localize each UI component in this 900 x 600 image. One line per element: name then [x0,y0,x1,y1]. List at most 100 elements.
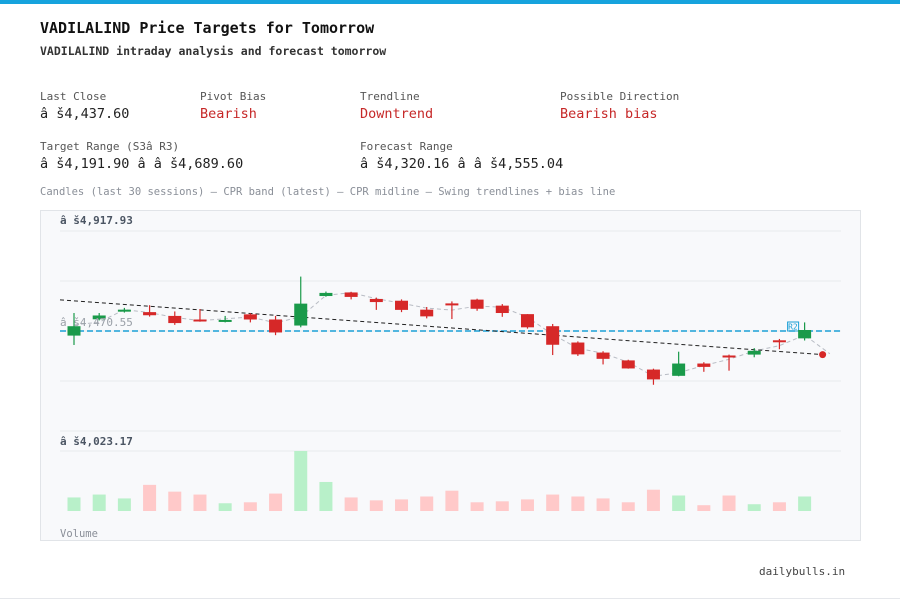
candle [369,297,383,310]
volume-bar [420,496,434,511]
volume-bar [747,504,761,511]
candle [747,348,761,358]
page-subtitle: VADILALIND intraday analysis and forecas… [40,44,387,58]
volume-bar [117,498,131,511]
stat-value: Downtrend [360,106,434,122]
candle-body [672,363,686,376]
stat-label: Last Close [40,90,107,103]
candle-body [269,319,283,333]
candle [168,311,182,325]
volume-bar [495,501,509,511]
candle-body [117,309,131,312]
candle-body [495,305,509,314]
volume-bar [92,494,106,511]
volume-bar [697,505,711,511]
volume-bar [294,451,308,511]
candle [420,306,434,319]
candle-body [243,314,257,320]
candle [722,354,736,371]
candle [772,338,786,350]
volume-bar [646,489,660,511]
volume-bar [168,491,182,511]
candle-body [168,315,182,324]
candle [646,368,660,385]
candle-body [294,303,308,326]
volume-bar [772,502,786,511]
chart-caption: Candles (last 30 sessions) — CPR band (l… [40,186,616,198]
stat-target-range: Target Range (S3â R3) â š4,191.90 â â š4… [40,140,243,172]
candle-body [722,355,736,358]
volume-label: Volume [60,528,98,540]
stat-value: â š4,320.16 â â š4,555.04 [360,156,564,172]
candle-body [798,330,812,339]
volume-bar [269,493,283,511]
candle [445,301,459,320]
candle-body [193,319,207,322]
trendline-end-marker [819,351,827,359]
stat-label: Possible Direction [560,90,680,103]
candle-body [67,326,81,336]
candle-body [520,314,534,328]
candle [218,315,232,323]
candle [697,362,711,372]
candle-body [92,315,106,320]
volume-bar [243,502,257,511]
stat-value: â š4,437.60 [40,106,130,122]
candle [143,305,157,317]
footer-brand: dailybulls.in [759,565,846,578]
candle [193,308,207,322]
candle-body [697,363,711,367]
price-bottom-label: â š4,023.17 [60,435,133,448]
cpr-tag-label: R2 [788,323,798,332]
candle-body [344,292,358,297]
candle-body [546,326,560,345]
candle [520,314,534,329]
candle [117,307,131,313]
candle-body [395,300,409,310]
candle-body [369,298,383,303]
volume-bar [798,496,812,511]
volume-bar [546,494,560,511]
volume-bar [344,497,358,511]
volume-bar [143,484,157,511]
page-title: VADILALIND Price Targets for Tomorrow [40,19,375,37]
candle [470,298,484,311]
top-accent-bar [0,0,900,4]
candle-body [218,319,232,322]
price-top-label: â š4,917.93 [60,214,133,227]
candle [571,341,585,356]
stat-label: Trendline [360,90,420,103]
candle-body [596,352,610,359]
candle [672,351,686,377]
candle-body [445,303,459,306]
volume-bar [722,495,736,511]
volume-bar [621,502,635,511]
candle [243,313,257,323]
volume-bar [218,503,232,511]
candle [546,323,560,356]
price-chart: R2 â š4,917.93 â š4,470.55 â š4,023.17 V… [40,210,861,541]
candle [798,322,812,341]
candle-body [420,309,434,317]
candle-body [143,312,157,316]
candle [495,304,509,317]
candle-body [772,340,786,343]
candle-body [470,299,484,309]
volume-bar [596,498,610,511]
volume-bar [520,499,534,511]
candle-body [571,342,585,355]
bottom-divider [0,598,900,599]
stat-value: â š4,191.90 â â š4,689.60 [40,156,244,172]
volume-bar [193,494,207,511]
volume-bar [470,502,484,511]
swing-trendline [59,299,823,356]
volume-bar [672,495,686,511]
candle-body [621,360,635,369]
volume-bar [369,500,383,511]
stat-label: Target Range (S3â R3) [40,140,180,153]
stat-last-close: Last Close â š4,437.60 [40,90,129,122]
candle-body [319,292,333,297]
stat-possible-direction: Possible Direction Bearish bias [560,90,679,122]
candle [596,351,610,365]
stat-forecast-range: Forecast Range â š4,320.16 â â š4,555.04 [360,140,563,172]
